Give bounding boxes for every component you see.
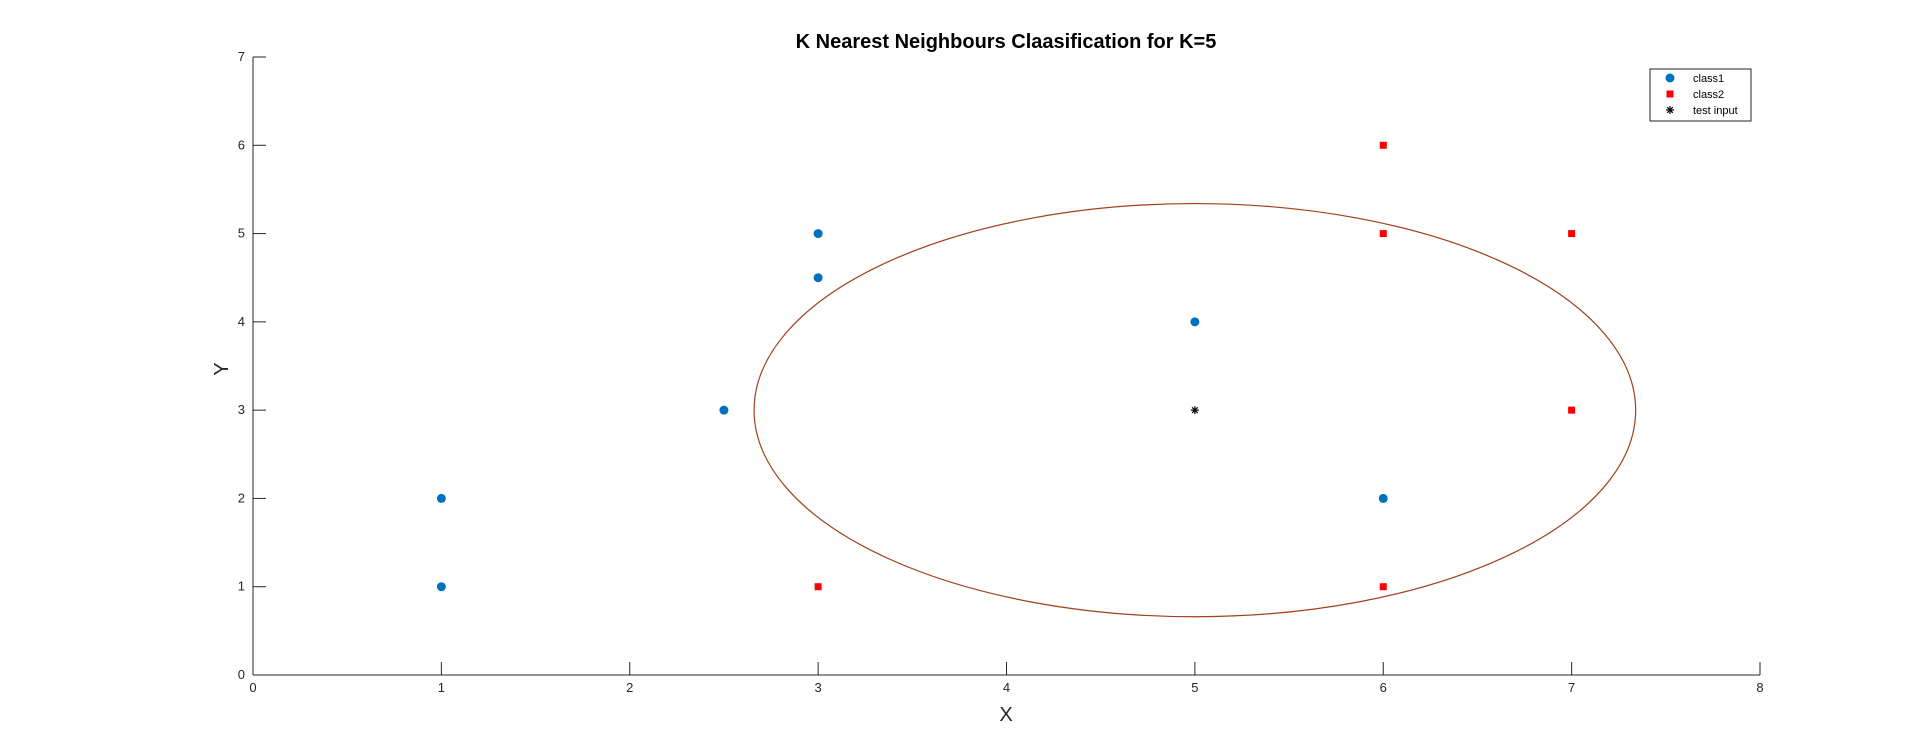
class1-point bbox=[719, 405, 729, 415]
class1-point bbox=[813, 229, 823, 239]
chart-title: K Nearest Neighbours Claasification for … bbox=[796, 31, 1217, 53]
class1-point bbox=[436, 582, 446, 592]
x-tick-label: 2 bbox=[626, 680, 633, 695]
x-tick-label: 8 bbox=[1756, 680, 1763, 695]
legend-label-class2: class2 bbox=[1693, 89, 1724, 101]
x-tick-label: 1 bbox=[438, 680, 445, 695]
class2-point bbox=[1379, 141, 1387, 149]
class2-point bbox=[1379, 230, 1387, 238]
y-tick-label: 7 bbox=[238, 49, 245, 64]
y-axis-label: Y bbox=[211, 362, 233, 375]
class2-point bbox=[1568, 406, 1576, 414]
y-tick-label: 6 bbox=[238, 137, 245, 152]
legend-label-class1: class1 bbox=[1693, 73, 1724, 85]
legend-entries: class1 class2 test input bbox=[1665, 73, 1738, 117]
data-marks bbox=[436, 141, 1637, 618]
legend-marker-test-input bbox=[1666, 106, 1674, 114]
x-tick-label: 5 bbox=[1191, 680, 1198, 695]
x-tick-label: 0 bbox=[249, 680, 256, 695]
y-tick-label: 4 bbox=[238, 314, 245, 329]
class1-point bbox=[1190, 317, 1200, 327]
y-tick-label: 0 bbox=[238, 667, 245, 682]
legend-marker-class2 bbox=[1666, 90, 1674, 98]
y-tick-label: 1 bbox=[238, 579, 245, 594]
x-tick-label: 4 bbox=[1003, 680, 1010, 695]
legend-marker-class1 bbox=[1665, 73, 1675, 83]
class2-point bbox=[1379, 583, 1387, 591]
legend: class1 class2 test input bbox=[1649, 68, 1752, 122]
y-tick-label: 3 bbox=[238, 402, 245, 417]
neighbourhood-circle bbox=[753, 202, 1637, 618]
class2-point bbox=[1568, 230, 1576, 238]
class2-point bbox=[814, 583, 822, 591]
x-tick-label: 7 bbox=[1568, 680, 1575, 695]
legend-label-test-input: test input bbox=[1693, 105, 1738, 117]
x-axis-label: X bbox=[999, 704, 1012, 726]
class1-point bbox=[813, 273, 823, 283]
class1-point bbox=[1378, 493, 1388, 503]
test-input-point bbox=[1190, 406, 1199, 415]
y-tick-label: 2 bbox=[238, 490, 245, 505]
x-tick-label: 6 bbox=[1380, 680, 1387, 695]
x-tick-label: 3 bbox=[815, 680, 822, 695]
y-tick-label: 5 bbox=[238, 226, 245, 241]
class1-point bbox=[436, 493, 446, 503]
plot-area: 0 1 2 3 4 5 6 7 8 0 1 2 3 4 5 6 7 bbox=[238, 49, 1764, 695]
